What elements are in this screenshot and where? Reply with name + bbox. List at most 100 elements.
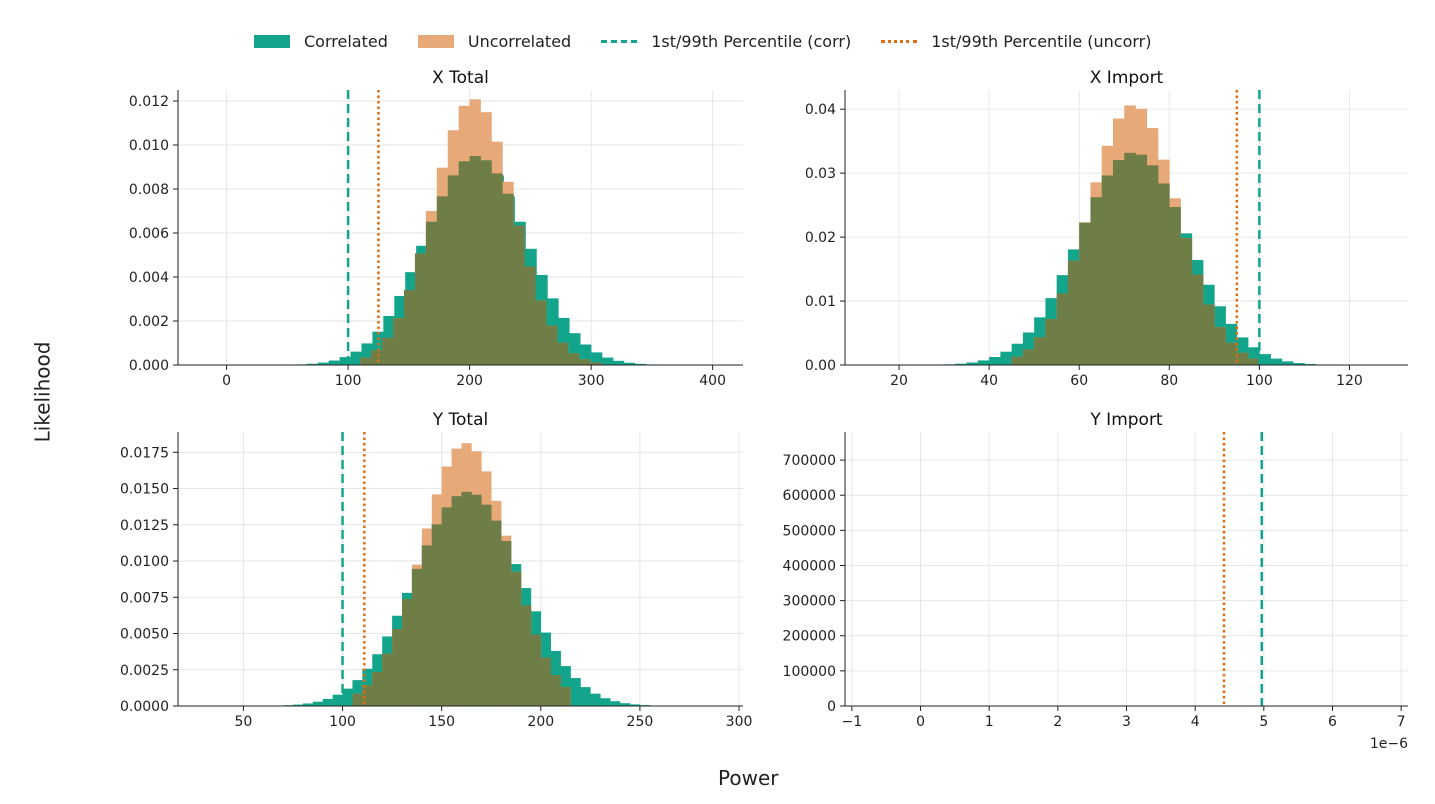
y-tick-label: 0.0175 xyxy=(120,445,169,461)
y-tick-label: 0 xyxy=(827,699,836,715)
y-tick-label: 0.0075 xyxy=(120,590,169,606)
correlated-bar xyxy=(342,688,353,706)
overlap-bar xyxy=(392,629,403,706)
y-tick-label: 0.03 xyxy=(805,166,836,182)
y-tick-label: 0.0150 xyxy=(120,482,169,498)
overlap-bar xyxy=(550,675,561,706)
subplot-1: 20 40 60 80 100 120 0.00 0.01 0.02 0.03 0.04 X Impo… xyxy=(805,68,1408,389)
correlated-bar xyxy=(600,698,611,706)
overlap-bar xyxy=(1191,274,1204,365)
overlap-bar xyxy=(382,653,393,706)
legend-label-correlated: Correlated xyxy=(304,31,388,51)
x-tick-label: 100 xyxy=(1246,373,1273,389)
overlap-bar xyxy=(436,196,449,365)
overlap-bar xyxy=(360,357,372,365)
legend-label-percentile-corr: 1st/99th Percentile (corr) xyxy=(651,31,852,51)
y-tick-label: 0.004 xyxy=(129,270,169,286)
y-tick-label: 200000 xyxy=(783,629,836,645)
x-tick-label: 300 xyxy=(726,714,753,730)
overlap-bar xyxy=(461,491,472,706)
overlap-bar xyxy=(469,156,481,365)
overlap-bar xyxy=(402,599,413,706)
overlap-bar xyxy=(568,353,580,365)
overlap-bar xyxy=(1101,175,1114,365)
x-tick-label: 100 xyxy=(329,714,356,730)
correlated-bar xyxy=(966,362,979,365)
overlap-bar xyxy=(1158,183,1170,365)
correlated-bar xyxy=(591,352,603,365)
correlated-bar xyxy=(612,360,625,365)
legend-label-percentile-uncorr: 1st/99th Percentile (uncorr) xyxy=(931,31,1152,51)
correlated-bar xyxy=(590,693,601,706)
overlap-bar xyxy=(411,568,423,706)
overlap-bar xyxy=(1124,152,1136,365)
x-tick-label: 200 xyxy=(456,373,483,389)
overlap-bar xyxy=(1236,352,1249,365)
x-tick-label: 300 xyxy=(578,373,605,389)
x-tick-label: 200 xyxy=(527,714,554,730)
overlap-bar xyxy=(1067,260,1080,365)
correlated-bar xyxy=(1236,337,1249,365)
correlated-bar xyxy=(352,680,363,706)
correlated-bar xyxy=(558,317,570,365)
overlap-bar xyxy=(451,496,462,706)
overlap-bar xyxy=(382,337,394,365)
correlated-bar xyxy=(620,703,631,706)
correlated-bar xyxy=(361,343,373,365)
overlap-bar xyxy=(540,657,552,706)
subplot-title: Y Import xyxy=(1089,410,1163,430)
overlap-bar xyxy=(352,693,363,706)
figure-xlabel: Power xyxy=(718,766,779,790)
overlap-bar xyxy=(1248,358,1260,365)
legend-swatch-percentile-uncorr xyxy=(881,39,918,43)
x-tick-label: 100 xyxy=(335,373,362,389)
overlap-bar xyxy=(1090,197,1103,365)
figure-ylabel: Likelihood xyxy=(30,341,55,443)
overlap-bar xyxy=(502,193,514,365)
y-tick-label: 0.012 xyxy=(129,94,169,110)
correlated-bar xyxy=(989,357,1001,365)
correlated-bar xyxy=(1022,332,1035,365)
overlap-bar xyxy=(1056,293,1069,365)
y-tick-label: 0.04 xyxy=(805,102,836,118)
subplot-0: 0 100 200 300 400 0.000 0.002 0.004 0.006 0.008 0.… xyxy=(129,68,743,389)
overlap-bar xyxy=(471,494,482,706)
correlated-bar xyxy=(302,703,314,706)
overlap-bar xyxy=(530,634,542,706)
subplot-title: Y Total xyxy=(432,410,489,430)
correlated-bar xyxy=(1248,347,1260,365)
overlap-bar xyxy=(1045,319,1057,365)
correlated-bar xyxy=(569,333,581,365)
correlated-bar xyxy=(328,360,340,365)
overlap-bar xyxy=(447,175,459,365)
legend-swatch-percentile-corr xyxy=(601,39,638,43)
x-tick-label: 2 xyxy=(1053,714,1062,730)
y-tick-label: 300000 xyxy=(783,594,836,610)
x-tick-label: 1 xyxy=(985,714,994,730)
x-tick-label: 60 xyxy=(1070,373,1088,389)
y-tick-label: 0.002 xyxy=(129,314,169,330)
x-tick-label: 150 xyxy=(428,714,455,730)
overlap-bar xyxy=(480,160,492,365)
y-tick-label: 0.010 xyxy=(129,138,169,154)
correlated-bar xyxy=(602,357,614,365)
correlated-bar xyxy=(560,666,571,706)
y-tick-label: 0.0125 xyxy=(120,518,169,534)
y-tick-label: 0.0000 xyxy=(120,699,169,715)
overlap-bar xyxy=(501,540,512,706)
overlap-bar xyxy=(1169,207,1181,365)
x-offset-text: 1e−6 xyxy=(1370,736,1408,752)
x-tick-label: 0 xyxy=(222,373,231,389)
x-tick-label: −1 xyxy=(842,714,863,730)
y-tick-label: 0.0050 xyxy=(120,627,169,643)
overlap-bar xyxy=(1225,342,1238,365)
overlap-bar xyxy=(414,253,427,365)
legend-item-uncorrelated: Uncorrelated xyxy=(417,32,571,51)
overlap-bar xyxy=(578,359,591,365)
overlap-bar xyxy=(441,507,452,706)
y-tick-label: 0.006 xyxy=(129,226,169,242)
overlap-bar xyxy=(1112,160,1125,365)
overlap-bar xyxy=(546,325,558,365)
subplot-title: X Total xyxy=(432,68,489,88)
